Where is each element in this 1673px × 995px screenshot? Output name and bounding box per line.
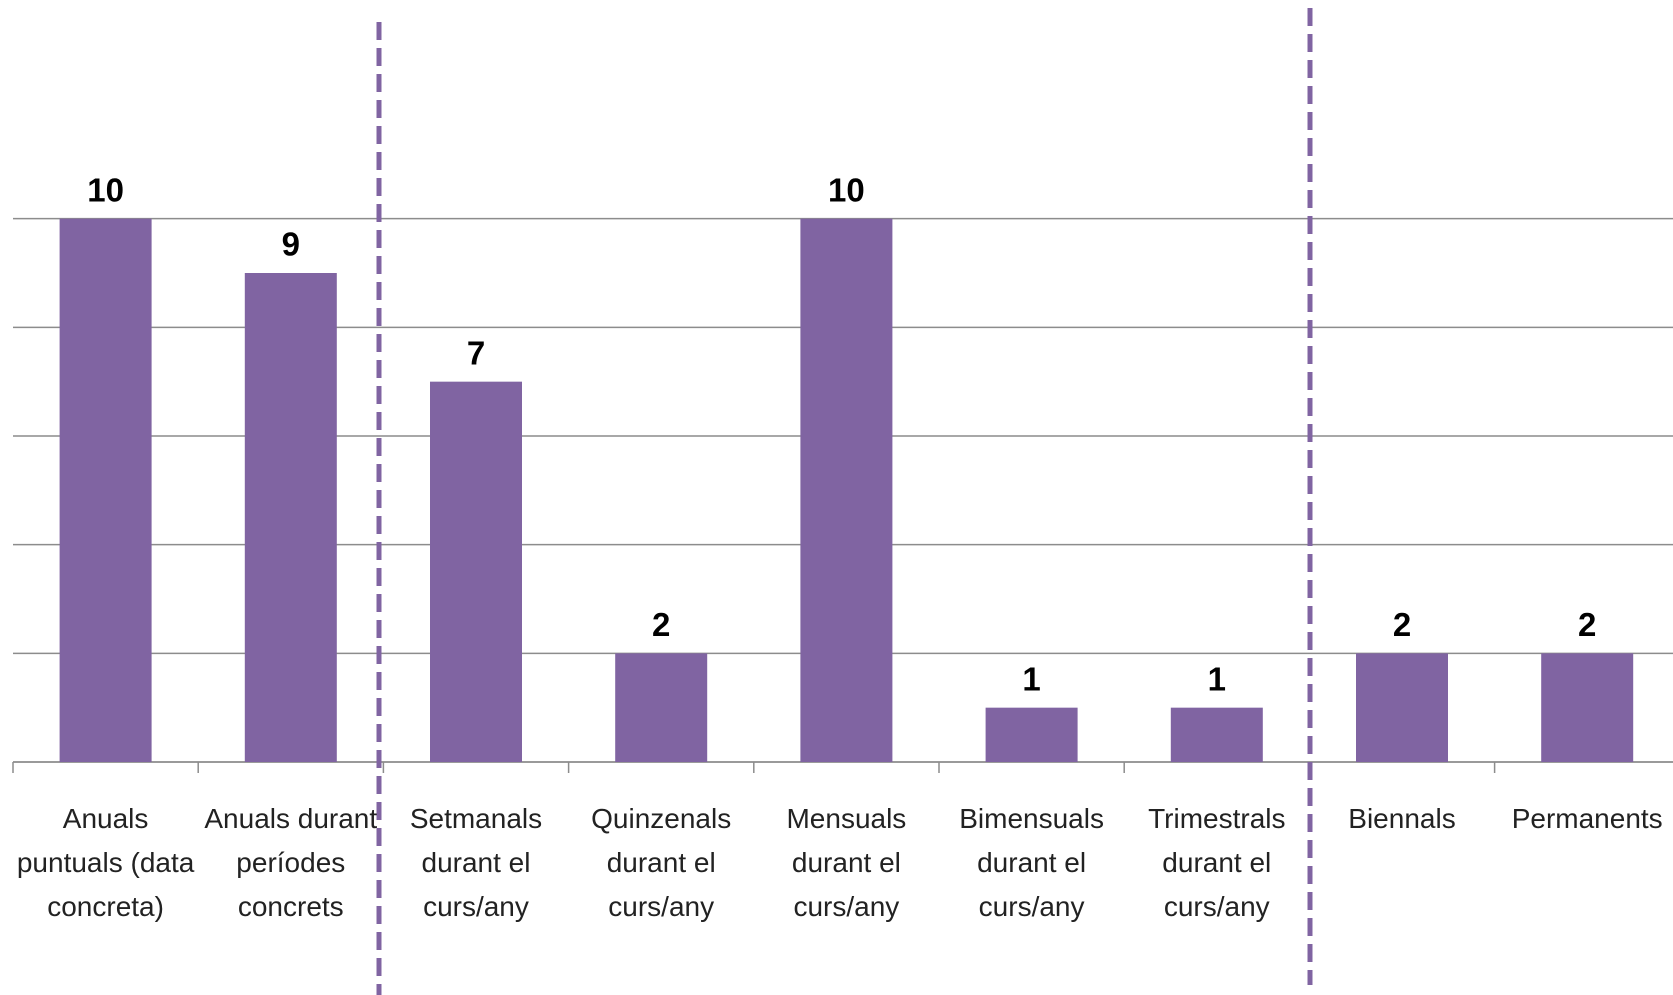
x-tick-label: Anuals puntuals (data concreta) <box>16 803 195 922</box>
x-tick-label: Biennals <box>1348 803 1456 834</box>
data-label: 2 <box>1393 606 1411 643</box>
bar <box>800 218 893 762</box>
bar <box>1356 653 1448 762</box>
data-label: 10 <box>87 171 124 208</box>
bar <box>1170 707 1263 762</box>
x-tick-label: Setmanals durant el curs/any <box>409 803 543 922</box>
x-tick-label: Anuals durant períodes concrets <box>204 803 378 922</box>
data-label: 7 <box>467 334 485 371</box>
x-tick-label: Bimensuals durant el curs/any <box>959 803 1104 922</box>
data-label: 1 <box>1022 660 1040 697</box>
bar <box>1541 653 1634 762</box>
bar <box>430 381 522 762</box>
data-label: 1 <box>1208 660 1226 697</box>
data-label: 10 <box>828 171 865 208</box>
x-tick-label: Quinzenals durant el curs/any <box>591 803 732 922</box>
bar <box>59 218 152 762</box>
x-tick-label: Permanents <box>1511 803 1663 834</box>
x-tick-label: Trimestrals durant el curs/any <box>1148 803 1286 922</box>
data-label: 9 <box>282 226 300 263</box>
bar <box>244 273 337 762</box>
x-tick-label: Mensuals durant el curs/any <box>786 803 907 922</box>
data-label: 2 <box>1578 606 1596 643</box>
data-label: 2 <box>652 606 670 643</box>
bar <box>615 653 708 762</box>
bar <box>985 707 1078 762</box>
